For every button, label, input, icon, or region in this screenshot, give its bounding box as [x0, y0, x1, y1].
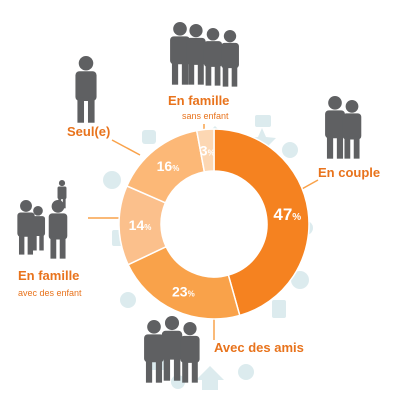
friend-person-0	[144, 320, 164, 383]
family-without-children-icon	[170, 22, 239, 87]
slice-label-3: 16%	[157, 158, 180, 174]
single-person-icon	[75, 56, 97, 123]
label-en-famille-sans-enfant: En famille	[168, 93, 230, 108]
family-no-child-person-2	[203, 28, 223, 86]
label-seul: Seul(e)	[67, 124, 111, 139]
sublabel-sans-enfant: sans enfant	[182, 111, 229, 121]
friend-person-2	[180, 322, 200, 383]
family-no-child-person-3	[221, 30, 239, 87]
family-child-person-1	[30, 206, 46, 251]
people-illustrations	[17, 22, 362, 383]
house-icon-2	[196, 366, 224, 390]
couple-person-2	[342, 100, 362, 159]
friend-person-1	[161, 316, 183, 381]
connector-3	[111, 139, 141, 156]
couple-icon	[325, 96, 362, 159]
background-icon-5	[142, 130, 156, 144]
family-child-person-0	[17, 200, 35, 255]
background-icon-3	[291, 271, 309, 289]
slice-label-4: 3%	[200, 142, 215, 158]
background-icon-8	[238, 364, 254, 380]
family-with-children-icon	[17, 180, 68, 259]
background-icon-6	[272, 300, 286, 318]
label-en-couple: En couple	[318, 165, 381, 180]
background-icon-1	[282, 142, 298, 158]
label-en-famille-avec-enfants: En famille	[18, 268, 80, 283]
label-avec-des-amis: Avec des amis	[214, 340, 304, 355]
slice-label-1: 23%	[172, 283, 195, 299]
slice-0	[213, 128, 310, 317]
family-no-child-person-1	[186, 24, 206, 85]
donut-slices	[118, 128, 310, 320]
slice-value-labels: 47% 23% 14% 16% 3%	[129, 142, 302, 299]
couple-person-1	[325, 96, 345, 159]
background-icon-0	[103, 171, 121, 189]
family-no-child-person-0	[170, 22, 190, 85]
sublabel-avec-des-enfant: avec des enfant	[18, 288, 82, 298]
slice-label-0: 47%	[273, 205, 301, 224]
friends-group-icon	[144, 316, 200, 383]
slice-label-2: 14%	[129, 217, 152, 233]
background-icon-2	[120, 292, 136, 308]
donut-hole	[161, 171, 267, 277]
background-icon-4	[255, 115, 271, 127]
family-child-person-2	[48, 200, 68, 259]
child-on-shoulders	[57, 180, 67, 209]
